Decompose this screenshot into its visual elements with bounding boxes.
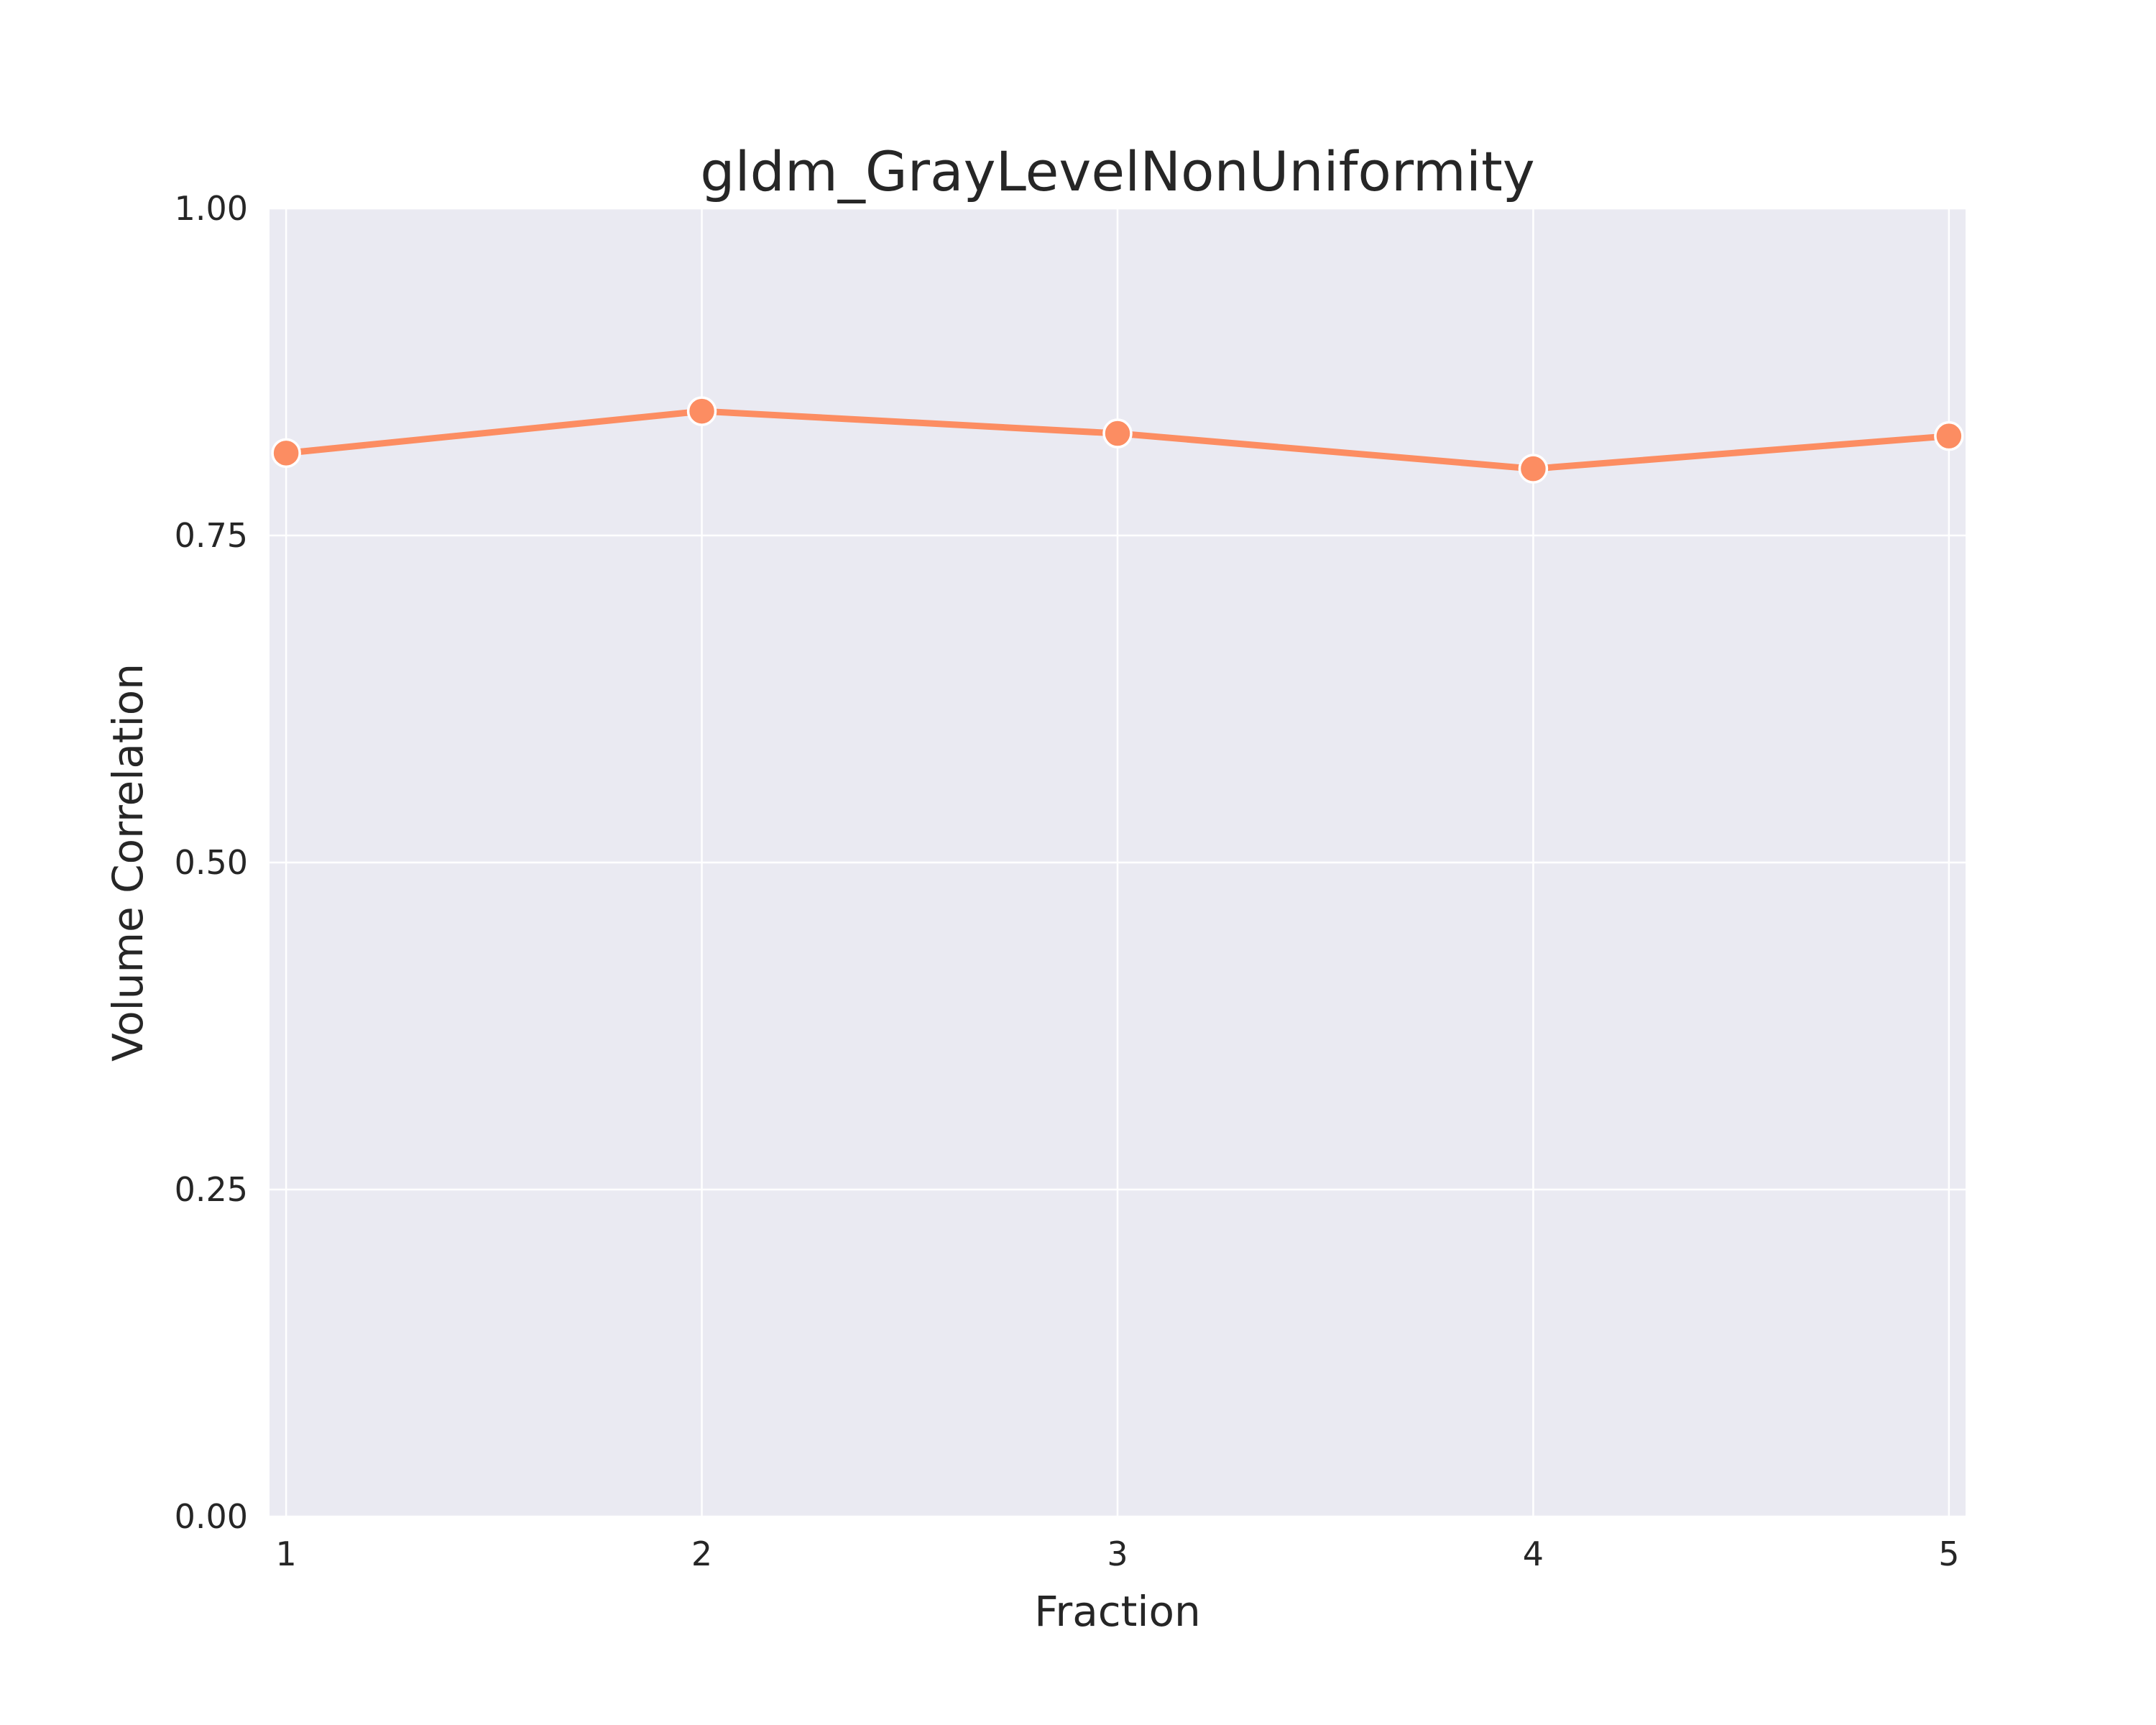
series-layer (271, 396, 1964, 484)
y-axis-label: Volume Correlation (103, 663, 152, 1062)
x-axis-label: Fraction (1034, 1587, 1201, 1636)
y-tick-label: 0.25 (175, 1170, 248, 1209)
data-point-marker (1518, 454, 1549, 484)
x-tick-label: 5 (1938, 1535, 1959, 1573)
chart-title: gldm_GrayLevelNonUniformity (700, 139, 1534, 203)
tick-labels: 1 2 3 4 5 0.00 0.25 0.50 0.75 1.00 (175, 189, 1960, 1573)
x-tick-label: 2 (691, 1535, 712, 1573)
y-tick-label: 0.50 (175, 843, 248, 882)
data-point-marker (686, 396, 717, 426)
data-point-marker (1102, 418, 1133, 448)
x-tick-label: 3 (1107, 1535, 1128, 1573)
y-tick-label: 0.00 (175, 1497, 248, 1536)
y-tick-label: 1.00 (175, 189, 248, 228)
x-tick-label: 1 (275, 1535, 296, 1573)
x-tick-label: 4 (1523, 1535, 1544, 1573)
data-point-marker (1934, 420, 1964, 451)
data-point-marker (271, 438, 301, 469)
y-tick-label: 0.75 (175, 516, 248, 555)
